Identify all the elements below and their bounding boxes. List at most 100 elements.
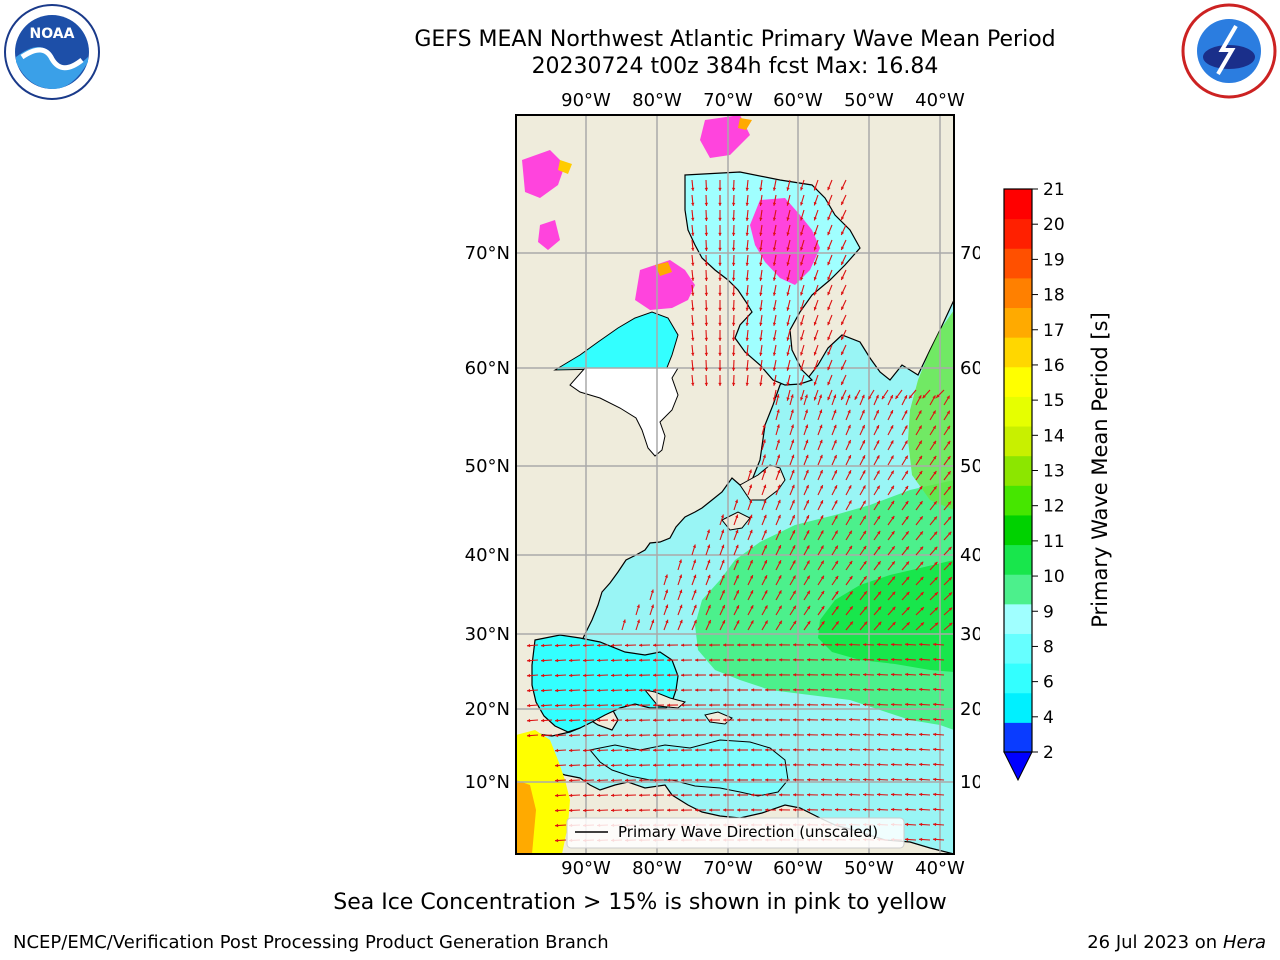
wave-direction-arrowhead bbox=[792, 530, 795, 534]
wave-direction-arrowhead bbox=[919, 747, 923, 752]
wave-direction-arrowhead bbox=[835, 703, 839, 707]
wave-direction-arrowhead bbox=[877, 672, 881, 677]
wave-direction-arrowhead bbox=[834, 560, 838, 565]
wave-direction-arrowhead bbox=[848, 485, 852, 489]
wave-direction-arrowhead bbox=[891, 591, 896, 596]
wave-direction-arrowhead bbox=[919, 642, 923, 647]
wave-direction-arrowhead bbox=[835, 643, 839, 647]
wave-direction-arrowhead bbox=[762, 424, 766, 428]
wave-direction-arrowhead bbox=[792, 545, 796, 549]
wave-direction-arrowhead bbox=[862, 530, 866, 535]
wave-direction-arrowhead bbox=[834, 500, 838, 504]
wave-direction-arrowhead bbox=[827, 291, 831, 296]
wave-direction-arrowhead bbox=[765, 793, 769, 797]
wave-direction-arrowhead bbox=[765, 643, 769, 647]
wave-direction-arrowhead bbox=[707, 544, 711, 548]
wave-direction-arrowhead bbox=[651, 619, 655, 624]
legend-box bbox=[566, 817, 905, 849]
wave-direction-arrowhead bbox=[679, 589, 683, 594]
wave-direction-arrowhead bbox=[541, 718, 545, 723]
wave-direction-arrowhead bbox=[772, 187, 777, 191]
wave-direction-arrowhead bbox=[786, 187, 790, 191]
colorbar-tick-label: 17 bbox=[1043, 321, 1065, 341]
wave-direction-arrowhead bbox=[765, 718, 769, 722]
wave-direction-arrowhead bbox=[819, 424, 823, 429]
wave-direction-arrowhead bbox=[791, 499, 795, 504]
wave-direction-arrowhead bbox=[821, 688, 825, 692]
wave-direction-arrowhead bbox=[833, 424, 837, 429]
wave-direction-arrowhead bbox=[707, 589, 711, 594]
wave-direction-arrowhead bbox=[751, 778, 755, 782]
wave-direction-arrowhead bbox=[653, 748, 657, 752]
wave-direction-arrowhead bbox=[847, 440, 851, 444]
wave-direction-arrowhead bbox=[759, 367, 763, 371]
wave-direction-arrowhead bbox=[681, 778, 685, 782]
wave-direction-arrowhead bbox=[813, 366, 817, 371]
wave-direction-arrowhead bbox=[827, 261, 831, 266]
wave-direction-arrowhead bbox=[695, 763, 699, 767]
wave-direction-arrowhead bbox=[681, 673, 685, 677]
wave-direction-arrowhead bbox=[849, 763, 853, 767]
wave-direction-arrowhead bbox=[763, 529, 767, 534]
wave-direction-arrowhead bbox=[807, 793, 811, 797]
colorbar-segment bbox=[1004, 366, 1032, 397]
wave-direction-arrowhead bbox=[806, 530, 810, 534]
wave-direction-arrowhead bbox=[800, 382, 804, 386]
wave-direction-arrowhead bbox=[919, 657, 923, 662]
wave-direction-arrowhead bbox=[835, 733, 839, 737]
wave-direction-arrowhead bbox=[653, 688, 657, 692]
wave-direction-arrowhead bbox=[653, 763, 657, 767]
wave-direction-arrowhead bbox=[891, 561, 895, 565]
wave-direction-arrowhead bbox=[791, 515, 795, 519]
lon-label: 70°W bbox=[703, 90, 753, 111]
wave-direction-arrowhead bbox=[807, 658, 811, 662]
wave-direction-arrowhead bbox=[779, 808, 783, 812]
wave-direction-arrowhead bbox=[786, 247, 790, 251]
lon-labels-bottom: 90°W 80°W 70°W 60°W 50°W 40°W bbox=[561, 858, 965, 879]
wave-direction-arrowhead bbox=[849, 576, 853, 580]
wave-direction-arrowhead bbox=[848, 470, 852, 474]
wave-direction-arrowhead bbox=[636, 604, 640, 608]
wave-direction-arrowhead bbox=[813, 186, 817, 191]
wave-direction-arrowhead bbox=[863, 778, 867, 782]
wave-direction-arrowhead bbox=[904, 395, 908, 399]
wave-direction-arrowhead bbox=[863, 688, 867, 692]
wave-direction-arrowhead bbox=[777, 499, 781, 504]
wave-direction-arrowhead bbox=[841, 186, 845, 190]
wave-direction-arrowhead bbox=[704, 262, 709, 266]
lat-label: 40°N bbox=[960, 545, 980, 566]
wave-direction-arrowhead bbox=[751, 793, 755, 797]
wave-direction-arrowhead bbox=[793, 643, 797, 647]
wave-direction-arrowhead bbox=[821, 748, 825, 752]
wave-direction-arrowhead bbox=[932, 425, 936, 430]
wave-direction-arrowhead bbox=[583, 763, 587, 768]
wave-direction-arrowhead bbox=[792, 590, 796, 595]
wave-direction-arrowhead bbox=[667, 763, 671, 767]
wave-direction-arrowhead bbox=[718, 247, 722, 251]
wave-direction-arrowhead bbox=[821, 733, 825, 737]
wave-direction-arrowhead bbox=[818, 394, 823, 398]
wave-direction-arrowhead bbox=[681, 643, 685, 647]
wave-direction-arrowhead bbox=[891, 642, 895, 647]
wave-direction-arrowhead bbox=[704, 292, 709, 296]
wave-direction-arrowhead bbox=[735, 575, 739, 579]
wave-direction-arrowhead bbox=[827, 381, 831, 386]
wave-direction-arrowhead bbox=[772, 232, 777, 236]
wave-direction-arrowhead bbox=[877, 777, 881, 782]
wave-direction-arrowhead bbox=[759, 202, 763, 206]
wave-direction-arrowhead bbox=[800, 337, 804, 341]
lat-label: 60°N bbox=[960, 358, 980, 379]
wave-direction-arrowhead bbox=[905, 576, 910, 581]
wave-direction-arrowhead bbox=[759, 322, 763, 326]
wave-direction-arrowhead bbox=[527, 703, 531, 708]
wave-direction-arrowhead bbox=[653, 778, 657, 782]
wave-direction-arrowhead bbox=[813, 246, 817, 251]
wave-direction-arrowhead bbox=[555, 643, 559, 648]
wave-direction-arrowhead bbox=[835, 575, 839, 580]
wave-direction-arrowhead bbox=[919, 531, 923, 535]
wave-direction-arrowhead bbox=[876, 440, 880, 444]
wave-direction-arrowhead bbox=[695, 733, 699, 737]
wave-direction-arrowhead bbox=[653, 718, 657, 722]
colorbar-segment bbox=[1004, 544, 1032, 575]
lat-label: 20°N bbox=[960, 699, 980, 720]
